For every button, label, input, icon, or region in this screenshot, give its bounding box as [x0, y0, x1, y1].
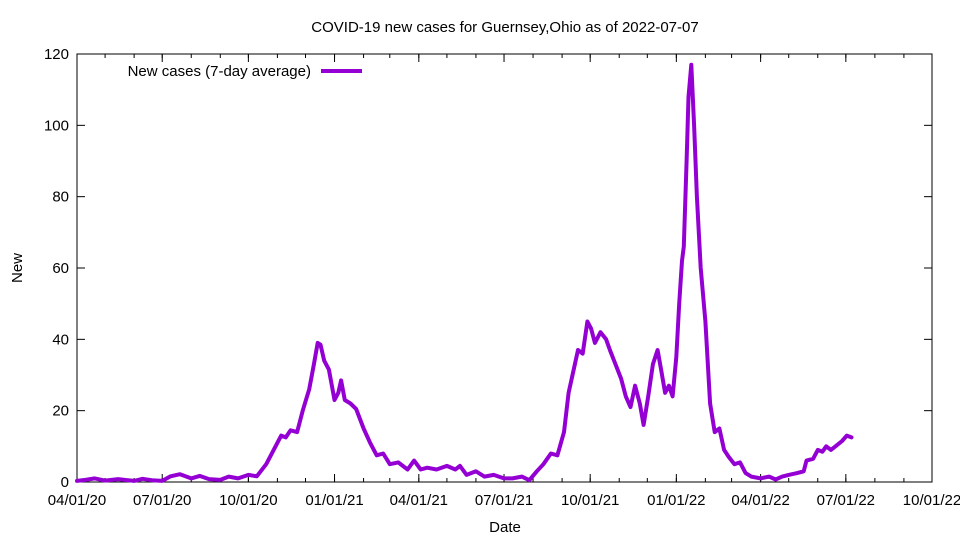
chart-title: COVID-19 new cases for Guernsey,Ohio as … — [311, 19, 698, 36]
x-tick-label: 10/01/21 — [561, 492, 619, 509]
y-tick-label: 0 — [61, 474, 69, 491]
x-tick-label: 07/01/20 — [133, 492, 191, 509]
x-tick-label: 07/01/21 — [475, 492, 533, 509]
x-tick-label: 07/01/22 — [817, 492, 875, 509]
y-axis: 0 20 40 60 80 100 120 — [44, 46, 932, 491]
y-tick-label: 120 — [44, 46, 69, 63]
x-tick-label: 01/01/22 — [647, 492, 705, 509]
x-axis-label: Date — [489, 519, 521, 536]
y-tick-label: 60 — [52, 260, 69, 277]
y-axis-label: New — [9, 253, 26, 283]
x-tick-label: 10/01/22 — [903, 492, 960, 509]
legend: New cases (7-day average) — [128, 63, 362, 80]
y-tick-label: 80 — [52, 189, 69, 206]
x-tick-label: 10/01/20 — [219, 492, 277, 509]
y-tick-label: 100 — [44, 117, 69, 134]
y-tick-label: 20 — [52, 403, 69, 420]
y-tick-label: 40 — [52, 331, 69, 348]
x-tick-label: 01/01/21 — [305, 492, 363, 509]
x-tick-label: 04/01/21 — [390, 492, 448, 509]
series-line — [75, 62, 854, 483]
x-axis: 04/01/20 07/01/20 10/01/20 01/01/21 04/01/21… — [48, 54, 960, 509]
plot-frame — [76, 53, 933, 483]
x-tick-label: 04/01/20 — [48, 492, 106, 509]
legend-label: New cases (7-day average) — [128, 63, 311, 80]
x-tick-label: 04/01/22 — [731, 492, 789, 509]
